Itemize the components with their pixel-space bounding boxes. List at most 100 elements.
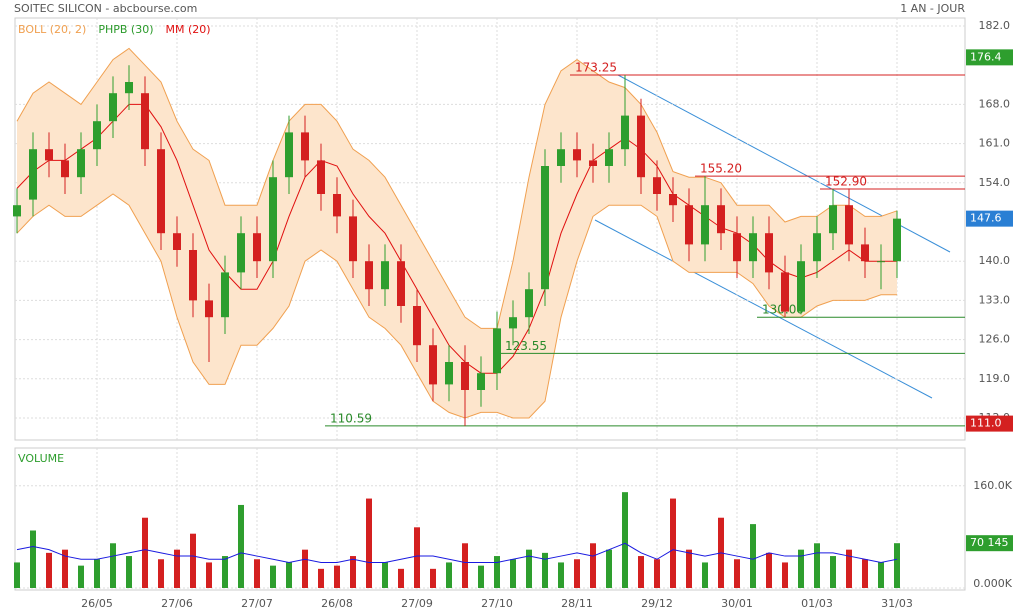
volume-bar [734, 559, 740, 588]
candle-body [397, 261, 405, 306]
y-tick-label: 182.0 [979, 19, 1011, 32]
volume-bar [558, 562, 564, 588]
volume-bar [526, 549, 532, 588]
volume-bar [654, 559, 660, 588]
volume-bar [830, 556, 836, 588]
volume-average [16, 542, 898, 563]
candle-body [669, 194, 677, 206]
volume-bar [398, 568, 404, 588]
candle-body [77, 149, 85, 178]
period: 1 AN - JOUR [900, 2, 965, 15]
chart-title: SOITEC SILICON - abcbourse.com [14, 2, 197, 15]
volume-bar [190, 533, 196, 588]
candle-body [877, 261, 885, 263]
y-tick-label: 154.0 [979, 176, 1011, 189]
y-tick-label: 161.0 [979, 137, 1011, 150]
volume-bar [782, 562, 788, 588]
candle-body [813, 233, 821, 262]
candle-body [797, 261, 805, 312]
price-tag [966, 210, 1013, 227]
candle-body [733, 233, 741, 262]
candle-body [637, 115, 645, 178]
candle-body [717, 205, 725, 234]
x-tick-label: 30/01 [721, 597, 753, 610]
price-tag-label: 70 145 [970, 536, 1009, 549]
volume-bar [702, 562, 708, 588]
candle-body [13, 205, 21, 217]
x-tick-label: 31/03 [881, 597, 913, 610]
candle-body [653, 177, 661, 194]
volume-bar [270, 565, 276, 588]
candle-body [173, 233, 181, 250]
x-tick-label: 26/05 [81, 597, 113, 610]
candle-body [125, 82, 133, 94]
volume-bar [574, 559, 580, 588]
x-tick-label: 28/11 [561, 597, 593, 610]
candle-body [269, 177, 277, 262]
bollinger-fill [17, 48, 897, 419]
candle-body [429, 345, 437, 385]
candle-body [781, 272, 789, 312]
level-label: 110.59 [330, 411, 372, 425]
candle-body [893, 218, 901, 262]
candle-body [477, 373, 485, 390]
candle-body [221, 272, 229, 318]
x-tick-label: 27/06 [161, 597, 193, 610]
volume-bar [78, 565, 84, 588]
level-label: 152.90 [825, 174, 867, 188]
candle-body [237, 233, 245, 273]
legend-entry: PHPB (30) [98, 23, 153, 36]
volume-bar [862, 559, 868, 588]
volume-bar [542, 552, 548, 588]
volume-bar [286, 562, 292, 588]
level-label: 123.55 [505, 339, 547, 353]
volume-bar [14, 562, 20, 588]
volume-bar [878, 562, 884, 588]
volume-title: VOLUME [18, 452, 64, 465]
candle-body [381, 261, 389, 290]
volume-panel [14, 447, 966, 591]
candle-body [861, 244, 869, 262]
candle-body [253, 233, 261, 262]
candle-body [445, 362, 453, 385]
x-tick-label: 29/12 [641, 597, 673, 610]
price-tag [966, 49, 1013, 66]
candle-body [29, 149, 37, 200]
candle-body [205, 300, 213, 318]
candle-body [589, 160, 597, 166]
legend-entry: MM (20) [166, 23, 211, 36]
price-panel [14, 17, 966, 441]
candle-body [317, 160, 325, 194]
y-tick-label: 119.0 [979, 372, 1011, 385]
volume-bar [30, 530, 36, 588]
candle-body [301, 132, 309, 161]
candle-body [557, 149, 565, 166]
y-tick-label: 168.0 [979, 97, 1011, 110]
volume-bar [414, 527, 420, 588]
candle-body [525, 289, 533, 318]
candle-body [189, 250, 197, 301]
volume-bar [222, 556, 228, 588]
candle-body [765, 233, 773, 273]
volume-bar [382, 562, 388, 588]
volume-bar [894, 543, 900, 588]
x-tick-label: 01/03 [801, 597, 833, 610]
price-tag-label: 147.6 [970, 212, 1002, 225]
legend-entry: BOLL (20, 2) [18, 23, 86, 36]
candle-body [845, 205, 853, 245]
candle-body [541, 166, 549, 290]
candle-body [285, 132, 293, 178]
y-tick-label: 126.0 [979, 333, 1011, 346]
volume-bar [302, 549, 308, 588]
candle-body [573, 149, 581, 161]
price-tag-label: 176.4 [970, 50, 1002, 63]
candle-body [365, 261, 373, 290]
volume-bar [686, 549, 692, 588]
candle-body [509, 317, 517, 329]
volume-bar [766, 552, 772, 588]
volume-bar [62, 549, 68, 588]
candle-body [461, 362, 469, 390]
candle-body [829, 205, 837, 234]
candle-body [157, 149, 165, 234]
